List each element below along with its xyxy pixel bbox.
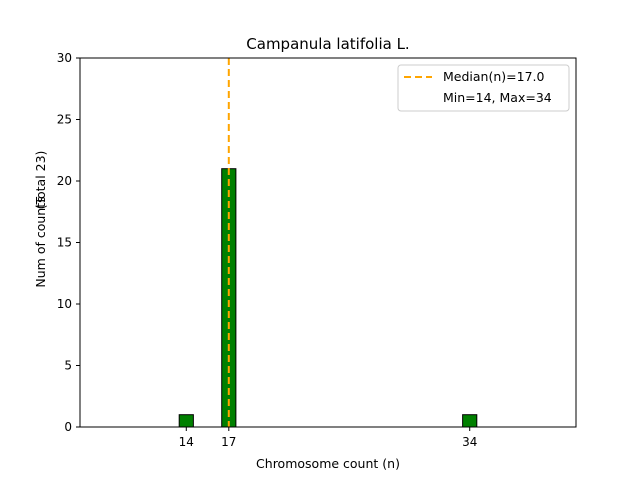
y-tick-label-5: 5 — [64, 359, 72, 373]
x-axis-label: Chromosome count (n) — [256, 456, 400, 471]
y-axis-total-note: (Total 23) — [33, 151, 48, 210]
chart-title: Campanula latifolia L. — [246, 35, 409, 53]
y-tick-label-20: 20 — [57, 174, 72, 188]
legend: Median(n)=17.0 Min=14, Max=34 — [397, 64, 570, 112]
bar-14 — [178, 414, 194, 428]
x-tick-label-14: 14 — [179, 435, 194, 449]
legend-box — [397, 64, 570, 112]
bar-34 — [462, 414, 478, 428]
y-tick-label-0: 0 — [64, 420, 72, 434]
y-tick-label-25: 25 — [57, 113, 72, 127]
legend-median-label: Median(n)=17.0 — [443, 69, 544, 84]
y-tick-label-10: 10 — [57, 297, 72, 311]
y-axis-ticks: 0 5 10 15 20 25 30 — [57, 51, 80, 434]
x-axis-ticks: 14 17 34 — [179, 427, 477, 449]
y-tick-label-15: 15 — [57, 236, 72, 250]
bars-group — [178, 168, 478, 428]
x-tick-label-34: 34 — [462, 435, 477, 449]
y-tick-label-30: 30 — [57, 51, 72, 65]
plot-frame — [79, 57, 577, 428]
y-axis-label: Num of counts — [33, 196, 48, 287]
legend-range-label: Min=14, Max=34 — [443, 90, 552, 105]
x-tick-label-17: 17 — [221, 435, 236, 449]
